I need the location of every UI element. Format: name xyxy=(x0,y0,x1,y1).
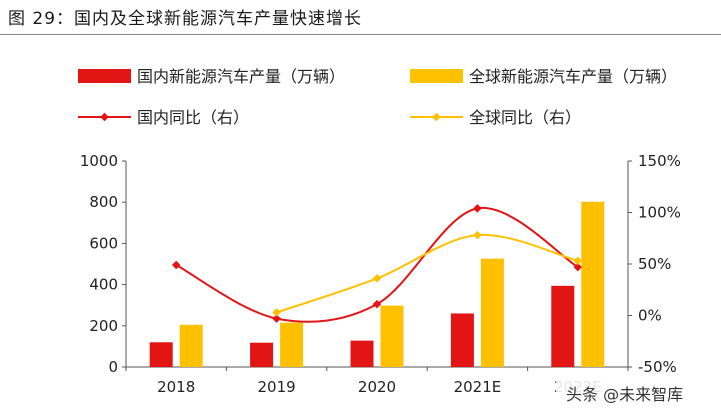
bars xyxy=(149,201,605,367)
bar-global xyxy=(380,305,404,367)
legend-label: 全球新能源汽车产量（万辆） xyxy=(469,67,677,86)
bar-global xyxy=(581,201,605,367)
x-tick-label: 2021E xyxy=(454,378,502,396)
x-tick-label: 2018 xyxy=(157,378,195,396)
domestic-yoy-point xyxy=(171,260,181,270)
domestic-yoy-point xyxy=(573,262,583,272)
legend-swatch-bar xyxy=(410,69,463,83)
bar-global xyxy=(280,322,304,367)
y-right-tick-label: 150% xyxy=(638,152,681,170)
y-left-tick-label: 200 xyxy=(89,317,118,335)
domestic-yoy-line xyxy=(175,207,579,323)
y-right-tick-label: 0% xyxy=(638,307,662,325)
watermark-text: 头条 @未来智库 xyxy=(566,385,683,404)
bar-domestic xyxy=(250,342,274,367)
x-tick-label: 2020 xyxy=(358,378,396,396)
legend-swatch-marker xyxy=(100,112,109,122)
legend-swatch-bar xyxy=(78,69,131,83)
bar-domestic xyxy=(551,285,575,367)
global-yoy-line xyxy=(276,234,579,314)
figure-title: 图 29：国内及全球新能源汽车产量快速增长 xyxy=(8,9,363,29)
legend-swatch-marker xyxy=(432,112,441,122)
y-left-tick-label: 800 xyxy=(89,193,118,211)
x-tick-label: 2019 xyxy=(258,378,296,396)
y-right-tick-label: 100% xyxy=(638,204,681,222)
bar-global xyxy=(480,258,504,367)
bar-global xyxy=(179,324,203,367)
title-divider xyxy=(0,34,721,35)
bar-domestic xyxy=(149,342,173,367)
legend: 国内新能源汽车产量（万辆） 全球新能源汽车产量（万辆） 国内同比（右） 全球同比（右） xyxy=(78,67,677,127)
y-left-tick-label: 0 xyxy=(108,358,118,376)
domestic-yoy-point xyxy=(473,204,482,213)
global-yoy-point xyxy=(272,308,281,317)
watermark-bg xyxy=(556,379,716,407)
y-right-tick-label: 50% xyxy=(638,255,671,273)
legend-label: 国内同比（右） xyxy=(137,108,249,127)
global-yoy-point xyxy=(473,230,482,240)
domestic-yoy-point xyxy=(272,314,281,323)
bar-domestic xyxy=(450,313,474,367)
axes: 0 200 400 600 800 1000 -50% 0% 50% 100% 150% 2018 20… xyxy=(80,152,681,396)
domestic-yoy-point xyxy=(372,299,382,309)
y-right-tick-label: -50% xyxy=(638,358,677,376)
y-left-tick-label: 1000 xyxy=(80,152,118,170)
lines xyxy=(171,204,583,323)
bar-domestic xyxy=(350,340,374,367)
legend-label: 全球同比（右） xyxy=(469,108,581,127)
y-left-tick-label: 600 xyxy=(89,234,118,252)
global-yoy-point xyxy=(372,274,382,283)
y-left-tick-label: 400 xyxy=(89,276,118,294)
legend-label: 国内新能源汽车产量（万辆） xyxy=(137,67,345,86)
global-yoy-point xyxy=(573,256,583,266)
watermark: 头条 @未来智库 xyxy=(556,379,716,407)
